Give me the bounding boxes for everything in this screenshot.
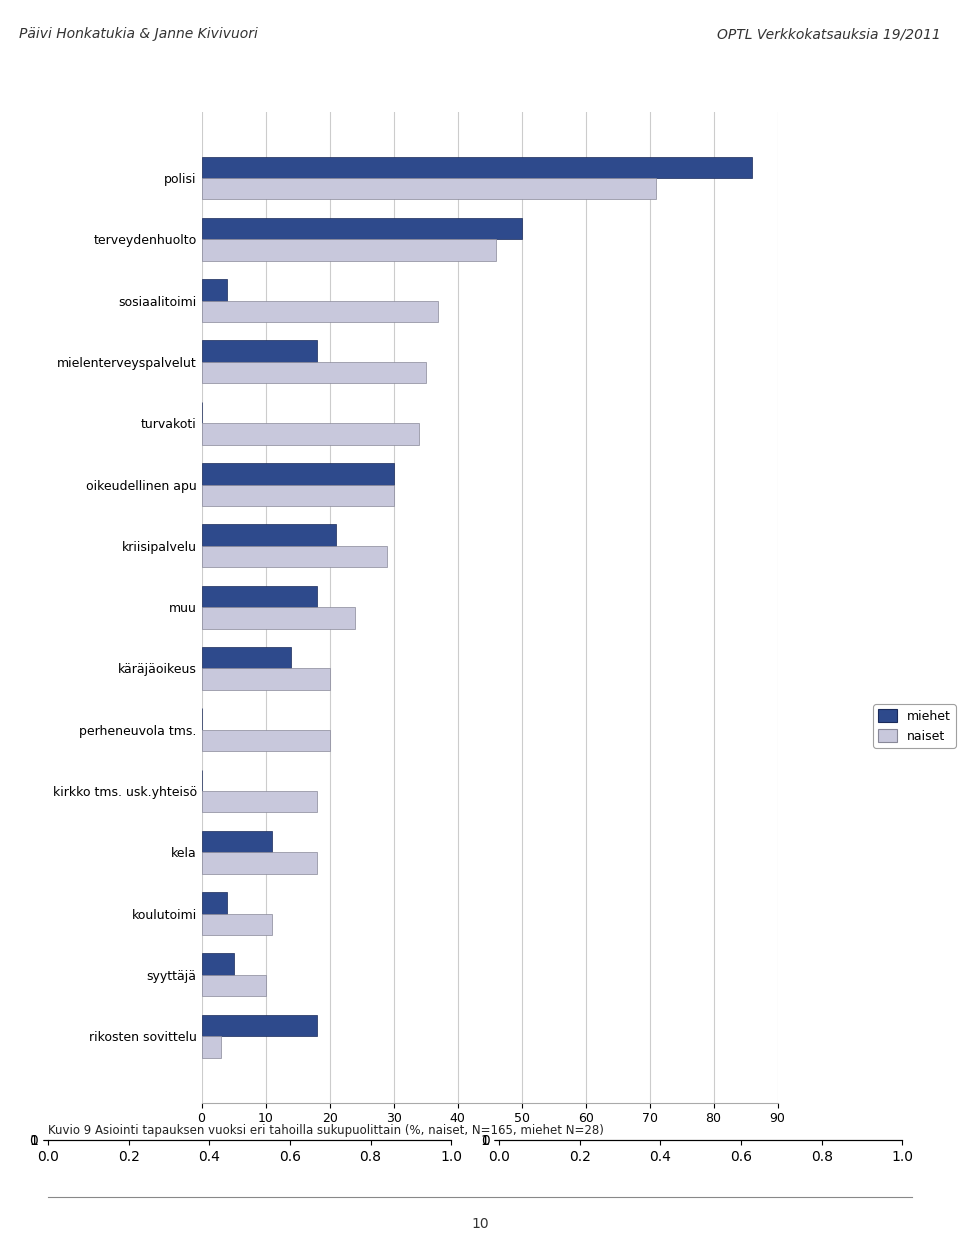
Bar (202, 524, 336, 546)
Bar (202, 607, 355, 628)
Bar (202, 239, 496, 260)
Bar (202, 954, 233, 975)
Legend: miehet, naiset: miehet, naiset (873, 704, 955, 748)
Bar (202, 647, 291, 668)
Bar (202, 913, 272, 935)
Bar (202, 831, 272, 852)
Bar (202, 463, 394, 484)
Text: Kuvio 9 Asiointi tapauksen vuoksi eri tahoilla sukupuolittain (%, naiset, N=165,: Kuvio 9 Asiointi tapauksen vuoksi eri ta… (48, 1124, 604, 1137)
Bar (202, 178, 656, 199)
Bar (202, 484, 394, 506)
Text: OPTL Verkkokatsauksia 19/2011: OPTL Verkkokatsauksia 19/2011 (717, 27, 941, 41)
Bar (202, 218, 521, 239)
Bar (202, 668, 329, 690)
Bar (202, 279, 228, 301)
Bar (202, 362, 425, 383)
Bar (202, 790, 317, 813)
Text: Päivi Honkatukia & Janne Kivivuori: Päivi Honkatukia & Janne Kivivuori (19, 27, 258, 41)
Bar (202, 730, 329, 751)
Bar (202, 1015, 317, 1036)
Bar (202, 586, 317, 607)
Bar (202, 852, 317, 873)
Bar (202, 424, 420, 445)
Bar (202, 301, 439, 322)
Text: 10: 10 (471, 1217, 489, 1232)
Bar (202, 1036, 221, 1058)
Bar (202, 341, 317, 362)
Bar (202, 156, 752, 178)
Bar (202, 546, 387, 567)
Bar (202, 975, 266, 996)
Bar (202, 892, 228, 913)
